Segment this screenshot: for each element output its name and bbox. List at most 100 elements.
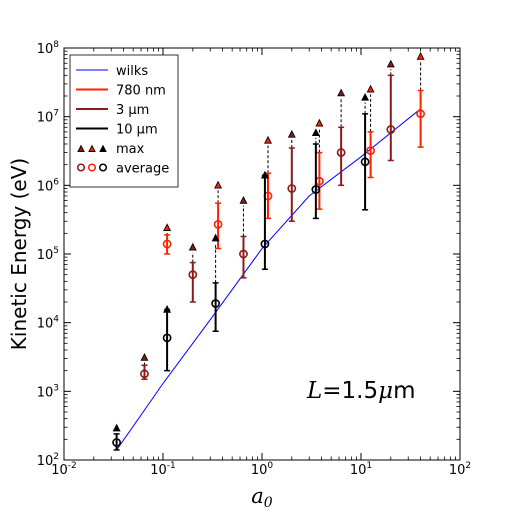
legend-swatch-triangle [99,144,107,153]
average-marker [162,333,172,343]
x-tick-label: 102 [449,461,471,478]
y-tick-label: 108 [37,40,60,57]
annotation-value: =1.5 [322,378,378,404]
x-tick-label: 101 [350,461,372,478]
legend-swatch-circle [98,163,108,172]
max-marker [163,305,172,313]
y-tick-exp: 4 [53,315,59,325]
x-tick-exp: 1 [366,461,372,471]
y-tick-label: 105 [37,246,59,263]
x-tick-label: 10-1 [150,461,176,478]
average-marker [360,157,370,167]
max-marker [188,242,197,251]
legend-swatch-circle [87,163,97,172]
y-axis-label: Kinetic Energy (eV) [7,158,31,350]
y-tick-exp: 8 [53,40,59,50]
max-marker [214,180,223,189]
x-tick-base: 10 [51,463,68,478]
y-tick-base: 10 [37,454,54,469]
x-tick-base: 10 [350,463,367,478]
annotation-mu: μ [378,378,393,404]
y-tick-label: 104 [37,315,60,332]
x-tick-exp: 2 [465,461,471,471]
x-axis-label-sub: 0 [264,495,273,511]
average-marker [211,299,221,308]
wilks-line [116,108,421,451]
legend-label: 780 nm [116,84,166,99]
y-tick-base: 10 [37,248,54,263]
max-marker [361,92,370,101]
legend-swatch-triangle [88,144,96,153]
y-tick-exp: 6 [53,177,59,187]
legend-label: 10 μm [116,123,158,138]
x-tick-exp: 0 [267,461,273,471]
average-marker [213,219,223,229]
average-marker [311,185,321,194]
chart-annotation: L=1.5μm [306,378,416,404]
annotation-symbol: L [306,378,322,404]
series-2 [112,92,370,451]
data-layer [112,51,426,451]
average-marker [188,270,198,280]
legend-label: wilks [116,64,148,79]
average-marker [162,239,172,249]
y-tick-base: 10 [37,179,54,194]
y-tick-label: 106 [37,177,60,194]
max-marker [416,51,425,60]
x-axis-label-symbol: a [251,484,264,508]
max-marker [386,59,395,68]
max-marker [163,223,172,232]
max-marker [315,118,324,127]
legend: wilks 780 nm 3 μm 10 μm max average [69,54,179,188]
average-marker [112,438,122,447]
legend-items: wilks 780 nm 3 μm 10 μm max average [76,64,169,177]
x-axis-label: a0 [251,484,273,511]
legend-swatch-triangle [77,144,85,153]
average-marker [366,146,375,156]
legend-box [69,54,179,188]
y-tick-exp: 2 [53,452,59,462]
y-tick-exp: 7 [53,109,59,119]
max-marker [239,195,248,204]
max-marker [211,233,220,242]
y-tick-base: 10 [37,111,54,126]
annotation-unit: m [393,378,415,404]
x-tick-base: 10 [251,463,268,478]
x-tick-exp: -2 [68,461,77,471]
y-tick-label: 107 [37,109,59,126]
legend-swatch-circle [76,163,86,172]
x-tick-base: 10 [150,463,167,478]
x-tick-base: 10 [449,463,466,478]
max-marker [112,423,121,432]
legend-label: max [116,142,145,157]
max-marker [140,353,149,361]
y-tick-base: 10 [37,317,54,332]
y-tick-exp: 5 [53,246,59,256]
series-1 [140,59,396,380]
average-marker [287,184,297,193]
max-marker [366,84,375,93]
average-marker [239,249,248,259]
max-marker [311,128,320,137]
y-tick-base: 10 [37,42,54,57]
y-tick-label: 103 [37,383,59,400]
max-marker [260,170,269,179]
max-marker [264,135,272,144]
x-tick-label: 10-2 [51,461,77,478]
average-marker [336,148,346,157]
legend-label: 3 μm [116,103,149,118]
average-marker [140,369,149,379]
max-marker [287,129,296,138]
y-tick-exp: 3 [53,383,59,393]
y-tick-base: 10 [37,385,54,400]
average-marker [416,109,426,119]
average-marker [260,239,270,249]
legend-label: average [116,162,169,177]
average-marker [386,125,396,134]
x-tick-label: 100 [251,461,274,478]
series-0 [162,51,426,255]
x-tick-exp: -1 [167,461,176,471]
y-tick-label: 102 [37,452,59,469]
